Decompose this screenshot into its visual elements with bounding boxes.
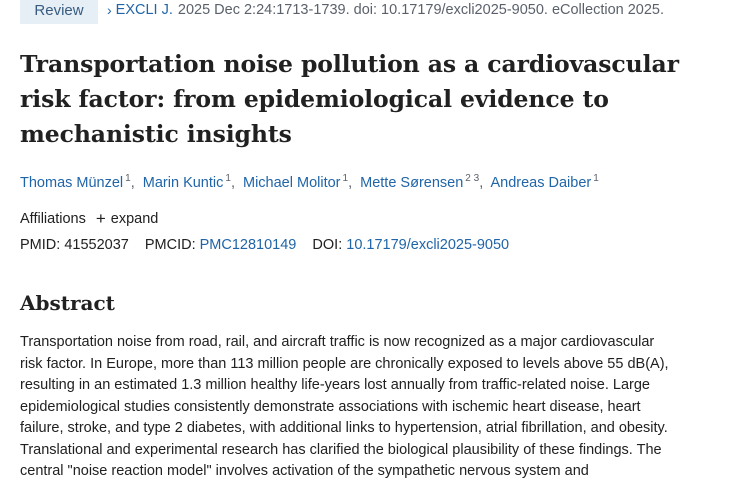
separator: , xyxy=(479,175,484,191)
affiliation-ref[interactable]: 1 xyxy=(225,173,231,184)
journal-citation: › EXCLI J. 2025 Dec 2:24:1713-1739. doi:… xyxy=(107,2,664,18)
pmid-label: PMID: xyxy=(20,237,61,253)
abstract-line: epidemiological studies consistently dem… xyxy=(20,398,641,415)
abstract-heading: Abstract xyxy=(20,291,115,315)
separator: , xyxy=(130,175,135,191)
affiliation-ref[interactable]: 2 3 xyxy=(465,173,480,184)
expand-button[interactable]: + expand xyxy=(96,210,159,227)
author-link[interactable]: Thomas Münzel xyxy=(20,175,124,191)
affiliation-ref[interactable]: 1 xyxy=(342,173,349,184)
abstract-line: risk factor. In Europe, more than 113 mi… xyxy=(20,355,669,372)
chevron-right-icon[interactable]: › xyxy=(107,2,112,18)
affiliation-ref[interactable]: 1 xyxy=(125,173,131,184)
abstract-line: central "noise reaction model" involves … xyxy=(20,463,589,479)
affiliation-ref[interactable]: 1 xyxy=(593,173,599,184)
pmcid-group: PMCID: PMC12810149 xyxy=(145,237,301,253)
author-link[interactable]: Mette Sørensen xyxy=(360,175,464,191)
journal-name-link[interactable]: EXCLI J. xyxy=(115,2,173,18)
citation-bar: Review › EXCLI J. 2025 Dec 2:24:1713-173… xyxy=(0,0,750,26)
expand-label: expand xyxy=(110,210,159,227)
plus-icon: + xyxy=(95,209,106,228)
abstract-line: failure, stroke, and type 2 diabetes, wi… xyxy=(20,420,668,436)
separator: , xyxy=(348,175,353,191)
abstract-line: resulting in an estimated 1.3 million he… xyxy=(20,377,650,393)
author-link[interactable]: Marin Kuntic xyxy=(142,175,224,191)
separator: , xyxy=(230,175,235,191)
author-link[interactable]: Andreas Daiber xyxy=(490,175,592,191)
affiliations-label: Affiliations xyxy=(20,210,86,227)
citation-details: 2025 Dec 2:24:1713-1739. doi: 10.17179/e… xyxy=(177,2,665,18)
doi-label: DOI: xyxy=(312,237,343,253)
title-line: risk factor: from epidemiological eviden… xyxy=(20,85,609,113)
abstract-line: Transportation noise from road, rail, an… xyxy=(20,334,655,350)
publication-type-badge: Review xyxy=(20,0,98,24)
article-title: Transportation noise pollution as a card… xyxy=(20,47,720,152)
author-link[interactable]: Michael Molitor xyxy=(243,175,341,191)
article-identifiers: PMID: 41552037 PMCID: PMC12810149 DOI: 1… xyxy=(20,237,521,253)
title-line: mechanistic insights xyxy=(20,120,292,148)
pmid-group: PMID: 41552037 xyxy=(20,237,133,253)
doi-link[interactable]: 10.17179/excli2025-9050 xyxy=(346,237,510,253)
title-line: Transportation noise pollution as a card… xyxy=(20,50,679,78)
doi-group: DOI: 10.17179/excli2025-9050 xyxy=(312,237,509,253)
pmid-value: 41552037 xyxy=(64,237,129,253)
affiliations-toggle: Affiliations + expand xyxy=(20,210,158,227)
pmcid-label: PMCID: xyxy=(144,237,196,253)
abstract-line: Translational and experimental research … xyxy=(20,441,662,458)
abstract-body: Transportation noise from road, rail, an… xyxy=(20,332,742,483)
pmcid-link[interactable]: PMC12810149 xyxy=(199,237,297,253)
author-list: Thomas Münzel 1, Marin Kuntic 1, Michael M… xyxy=(20,173,740,191)
